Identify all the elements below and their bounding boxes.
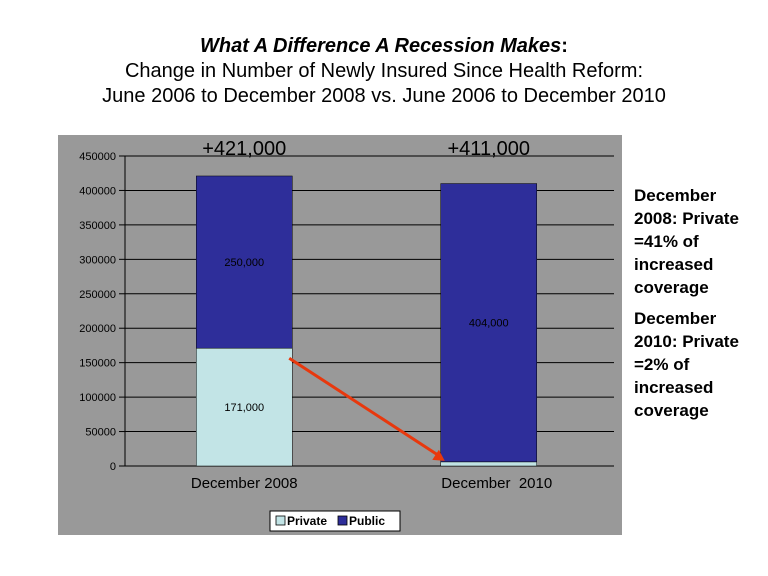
y-tick-label: 50000 — [85, 427, 116, 439]
legend-swatch — [337, 515, 348, 526]
side-notes: December 2008: Private =41% of increased… — [634, 184, 764, 430]
legend-box — [269, 510, 401, 532]
x-tick-label: December 2010 — [441, 475, 552, 492]
stacked-bar-chart: 0 50000 100000 150000 200000 250000 300000 3500… — [79, 138, 614, 532]
legend-label: Private — [287, 514, 327, 528]
y-tick-label: 300000 — [79, 254, 116, 266]
data-label: 404,000 — [469, 318, 509, 330]
side-note-2008: December 2008: Private =41% of increased… — [634, 186, 739, 297]
legend-label: Public — [349, 514, 385, 528]
y-tick-label: 350000 — [79, 220, 116, 232]
chart-subtitle-2: June 2006 to December 2008 vs. June 2006… — [102, 85, 666, 107]
side-note-2010: December 2010: Private =2% of increased … — [634, 309, 739, 420]
x-tick-label: December 2008 — [191, 475, 298, 492]
y-tick-label: 450000 — [79, 151, 116, 163]
total-label: +421,000 — [202, 138, 286, 160]
total-label: +411,000 — [448, 138, 531, 160]
bar-private — [196, 347, 293, 467]
annotation-arrow-head — [432, 449, 445, 461]
bar-private — [440, 461, 537, 467]
legend-swatch — [275, 515, 286, 526]
y-tick-label: 100000 — [79, 392, 116, 404]
y-tick-label: 0 — [110, 461, 116, 473]
bar-public — [196, 175, 293, 349]
chart-title: What A Difference A Recession Makes — [200, 35, 562, 57]
data-label: 171,000 — [224, 402, 264, 414]
y-tick-label: 200000 — [79, 323, 116, 335]
chart-subtitle-1: Change in Number of Newly Insured Since … — [124, 60, 644, 82]
data-label: 250,000 — [224, 257, 264, 269]
annotation-arrow-line — [288, 356, 442, 459]
y-tick-label: 150000 — [79, 358, 116, 370]
y-tick-label: 250000 — [79, 289, 116, 301]
title-colon: : — [561, 35, 568, 57]
chart-panel: 0 50000 100000 150000 200000 250000 300000 3500… — [58, 135, 622, 535]
bar-public — [440, 183, 537, 463]
y-tick-label: 400000 — [79, 185, 116, 197]
title-block: What A Difference A Recession Makes: Cha… — [0, 34, 768, 109]
title-line-1: What A Difference A Recession Makes: — [0, 34, 768, 59]
